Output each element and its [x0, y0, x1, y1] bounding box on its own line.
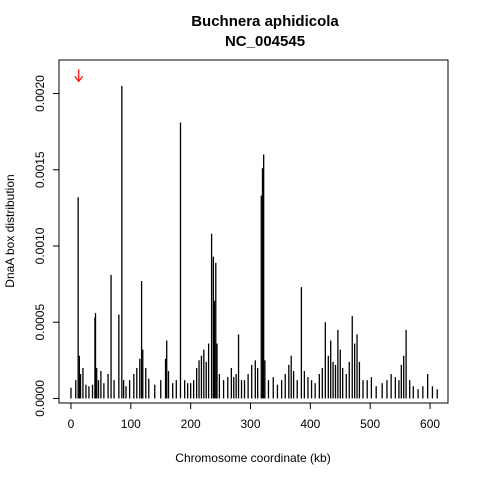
x-tick-label: 400	[300, 417, 320, 431]
x-axis: 0 100 200 300 400 500 600	[68, 403, 440, 431]
marker-layer	[74, 69, 84, 83]
x-axis-label: Chromosome coordinate (kb)	[175, 451, 330, 465]
x-tick-label: 0	[68, 417, 75, 431]
y-axis-label: DnaA box distribution	[3, 174, 17, 287]
y-tick-label: 0.0005	[33, 304, 47, 341]
x-tick-label: 100	[121, 417, 141, 431]
chart-subtitle: NC_004545	[225, 33, 305, 50]
chart-title: Buchnera aphidicola	[191, 13, 339, 30]
plot-frame	[58, 59, 449, 404]
y-tick-label: 0.0000	[33, 380, 47, 417]
x-tick-label: 600	[420, 417, 440, 431]
y-tick-label: 0.0010	[33, 227, 47, 264]
x-tick-label: 500	[360, 417, 380, 431]
y-axis: 0.0000 0.0005 0.0010 0.0015 0.0020	[33, 75, 59, 417]
bars-layer	[70, 85, 438, 399]
y-tick-label: 0.0015	[33, 151, 47, 188]
y-tick-label: 0.0020	[33, 75, 47, 112]
x-tick-label: 200	[181, 417, 201, 431]
x-tick-label: 300	[240, 417, 260, 431]
origin-arrow-marker	[74, 69, 84, 83]
